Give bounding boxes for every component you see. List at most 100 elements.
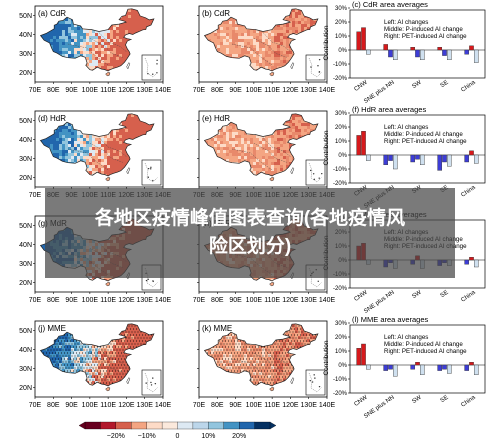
map-panel-j: (j) MME 50N 40N 30N 20N 70E 80E 90E 100E 110E 120E… <box>19 320 172 409</box>
inset-island <box>154 382 157 385</box>
bar-sne-plus-nn-s0 <box>383 44 389 51</box>
lon-tick-label: 70E <box>29 402 42 409</box>
inset-island <box>318 58 321 61</box>
map-panel-a: (a) CdR 50N 40N 30N 20N 70E 80E 90E 100E 110E 120E… <box>19 5 172 94</box>
colorbar-arrow-left <box>78 421 86 430</box>
lon-tick-label: 120E <box>118 87 135 94</box>
colorbar-tick-label: −10% <box>138 433 156 440</box>
bar-china-s2 <box>474 259 479 268</box>
hainan-outline <box>269 282 275 287</box>
lat-tick-label: 20N <box>19 385 32 392</box>
bar-se-s0 <box>437 364 443 371</box>
inset-island <box>318 71 321 73</box>
lon-tick-label: 80E <box>211 402 224 409</box>
y-tick-label: 30% <box>335 321 348 327</box>
hainan-outline <box>269 72 275 77</box>
lat-tick-label: 50N <box>19 13 32 20</box>
inset-island <box>318 385 321 388</box>
region-boundary <box>262 347 291 367</box>
bar-china-s2 <box>474 154 479 164</box>
region-boundary <box>262 137 291 157</box>
legend-entry: Right: PET-induced AI change <box>384 138 467 145</box>
lon-tick-label: 120E <box>282 402 299 409</box>
bar-china-s0 <box>464 259 470 265</box>
legend-entry: Left: AI changes <box>384 19 428 26</box>
y-tick-label: 0% <box>338 153 347 159</box>
region-boundary <box>67 148 109 171</box>
taiwan-outline <box>290 377 295 385</box>
inset-island <box>309 379 311 382</box>
category-label: CNW <box>353 290 368 303</box>
watermark-text: 各地区疫情峰值图表查询(各地疫情风险区划分) <box>94 208 406 257</box>
inset-island <box>310 66 312 68</box>
category-label: China <box>460 394 477 408</box>
lon-tick-label: 90E <box>65 297 78 304</box>
lon-tick-label: 110E <box>264 402 280 409</box>
bar-cnw-s2 <box>366 49 371 55</box>
y-tick-label: -10% <box>333 377 348 383</box>
colorbar-tick-label: 10% <box>201 433 215 440</box>
taiwan-outline <box>290 62 295 70</box>
lon-tick-label: 100E <box>82 87 99 94</box>
china-outline <box>203 323 319 387</box>
lon-tick-label: 120E <box>118 402 135 409</box>
bar-china-s1 <box>469 150 474 156</box>
inset-island <box>317 65 319 67</box>
inset-island <box>147 167 150 170</box>
inset-island <box>152 73 154 75</box>
inset-island <box>150 384 153 386</box>
bar-chart-3: (l) MME area averages 30% 20% 10% 0% -10% -20%… <box>323 315 486 420</box>
bar-sw-s0 <box>410 47 416 51</box>
lon-tick-label: 130E <box>137 297 154 304</box>
inset-island <box>147 176 150 178</box>
bar-cnw-s0 <box>356 31 362 51</box>
bar-china-s2 <box>474 364 479 376</box>
lon-tick-label: 140E <box>319 297 336 304</box>
chart-title: (f) HdR area averages <box>352 105 426 114</box>
lon-tick-label: 110E <box>264 297 280 304</box>
bar-sne-plus-nn-s2 <box>393 49 398 61</box>
inset-island <box>145 279 148 282</box>
lon-tick-label: 80E <box>211 297 224 304</box>
y-tick-label: -10% <box>333 62 348 68</box>
category-label: SW <box>411 395 423 406</box>
china-outline <box>39 8 155 72</box>
colorbar-segment <box>254 421 271 430</box>
plot-frame <box>349 114 486 184</box>
y-tick-label: -20% <box>333 181 348 187</box>
bar-se-s1 <box>442 364 447 370</box>
region-boundary <box>253 38 287 58</box>
lon-tick-label: 100E <box>246 297 263 304</box>
bar-chart-0: (c) CdR area averages 30% 20% 10% 0% -10% -20%… <box>323 0 486 105</box>
inset-island <box>311 381 314 383</box>
lon-tick-label: 140E <box>155 402 172 409</box>
lon-tick-label: 70E <box>29 297 42 304</box>
taiwan-outline <box>126 167 131 175</box>
china-outline <box>39 323 155 387</box>
y-tick-label: 20% <box>335 335 348 341</box>
lon-tick-label: 70E <box>29 87 42 94</box>
inset-island <box>152 179 154 182</box>
plot-frame <box>349 324 486 394</box>
map-panel-k: (k) MME 70E 80E 90E 100E 110E 120E 130E 140E <box>193 320 335 409</box>
china-outline <box>203 113 319 177</box>
inset-island <box>156 72 158 74</box>
bar-sne-plus-nn-s1 <box>388 364 393 370</box>
y-tick-label: 10% <box>335 349 348 355</box>
lon-tick-label: 140E <box>155 87 172 94</box>
bar-sw-s2 <box>420 49 425 61</box>
hainan-outline <box>105 282 111 287</box>
lon-tick-label: 110E <box>100 402 116 409</box>
category-label: CNW <box>353 395 368 408</box>
lon-tick-label: 120E <box>118 297 135 304</box>
lon-tick-label: 130E <box>137 87 154 94</box>
taiwan-outline <box>126 377 131 385</box>
inset-island <box>150 381 152 384</box>
bar-china-s0 <box>464 364 470 371</box>
lon-tick-label: 90E <box>229 402 242 409</box>
lon-tick-label: 70E <box>193 297 206 304</box>
lon-tick-label: 120E <box>282 297 299 304</box>
region-boundary <box>231 358 273 381</box>
inset-island <box>150 168 152 170</box>
region-boundary <box>89 353 123 373</box>
